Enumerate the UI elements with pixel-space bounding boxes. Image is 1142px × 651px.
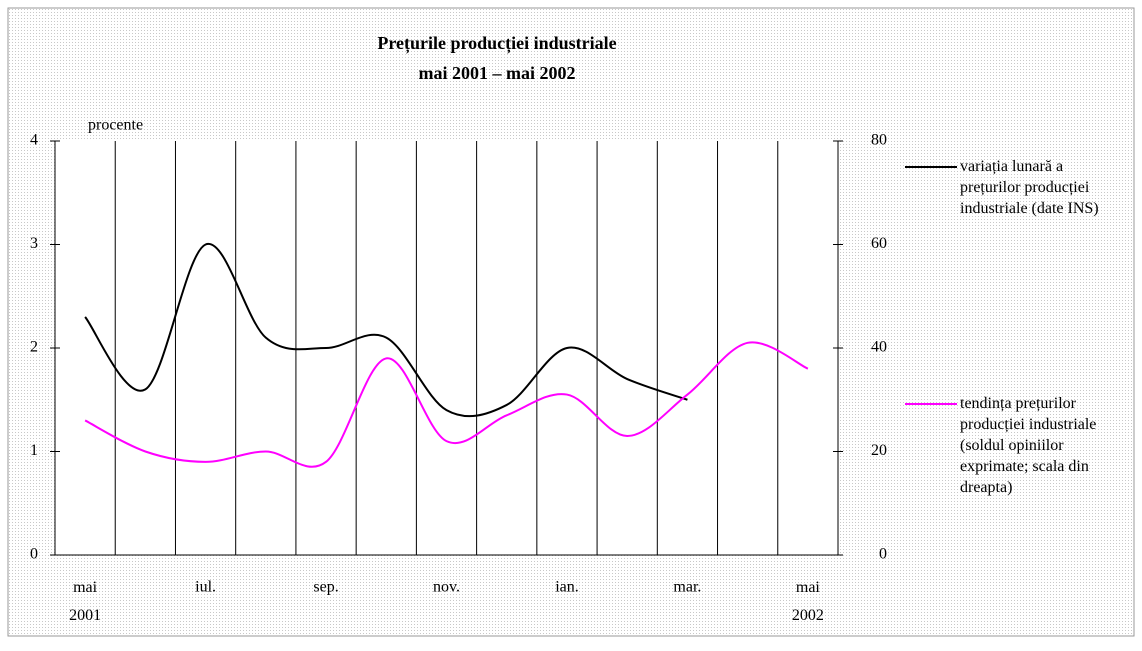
x-tick-label: mai 2001	[69, 579, 101, 624]
y-tick-label: 1	[30, 442, 38, 459]
x-tick-label: sep.	[313, 579, 338, 596]
chart-subtitle: mai 2001 – mai 2002	[419, 63, 576, 83]
x-tick-label: mar.	[673, 579, 701, 596]
x-tick-label: mai 2002	[792, 579, 824, 624]
y2-tick-label: 80	[871, 132, 887, 149]
y2-tick-label: 20	[871, 442, 887, 459]
series-line	[84, 243, 688, 418]
y2-tick-label: 60	[871, 235, 887, 252]
y-tick-label: 4	[30, 132, 38, 149]
y2-tick-label: 40	[871, 339, 887, 356]
y2-tick-label: 0	[879, 546, 887, 563]
x-tick-label: ian.	[555, 579, 579, 596]
y-axis-label: procente	[88, 117, 143, 134]
y-tick-label: 0	[30, 546, 38, 563]
chart-title: Prețurile producției industriale	[377, 33, 616, 54]
y-tick-label: 2	[30, 339, 38, 356]
y-tick-label: 3	[30, 235, 38, 252]
plot-area	[55, 141, 838, 555]
legend-label: variația lunară a prețurilor producției …	[960, 158, 1099, 217]
x-tick-label: iul.	[195, 579, 216, 596]
x-tick-label: nov.	[433, 579, 460, 596]
legend-label: tendința prețurilor producției industria…	[960, 395, 1097, 496]
series-line	[84, 341, 809, 468]
